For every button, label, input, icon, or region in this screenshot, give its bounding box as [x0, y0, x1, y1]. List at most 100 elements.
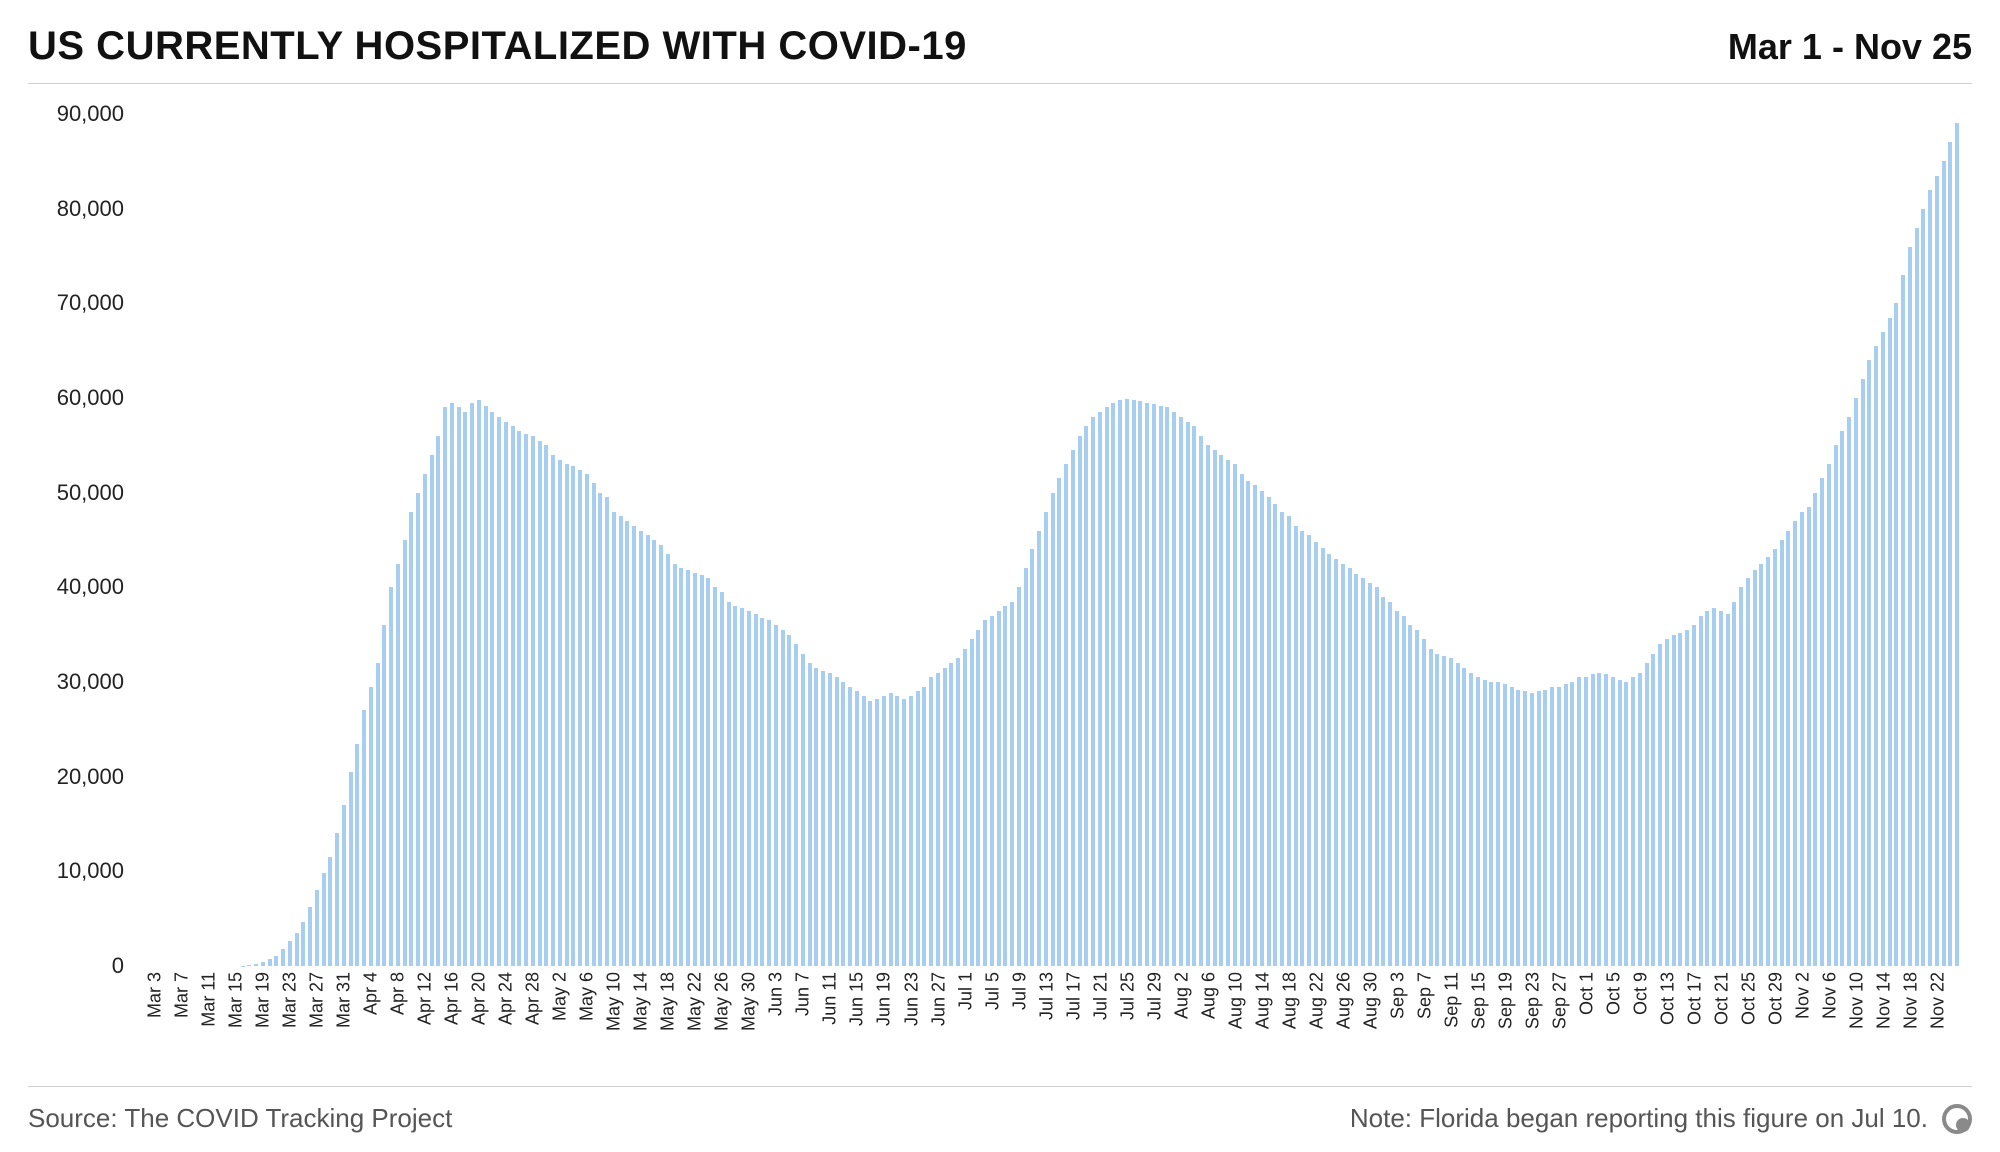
- bar-slot: [1718, 114, 1725, 966]
- bar: [956, 658, 960, 966]
- bar: [1260, 491, 1264, 966]
- bar: [1699, 616, 1703, 966]
- bar: [1300, 531, 1304, 966]
- bar-slot: [1920, 114, 1927, 966]
- bar-slot: [1900, 114, 1907, 966]
- y-tick-label: 0: [28, 953, 124, 979]
- bar: [1510, 687, 1514, 966]
- y-tick-label: 60,000: [28, 385, 124, 411]
- bar-slot: [1110, 114, 1117, 966]
- x-tick-label: Jul 25: [1117, 972, 1138, 1020]
- x-tick-label: May 14: [631, 972, 652, 1031]
- bar: [504, 422, 508, 966]
- bar-slot: [1765, 114, 1772, 966]
- bar-slot: [1913, 114, 1920, 966]
- bar-slot: [1778, 114, 1785, 966]
- bar-slot: [1313, 114, 1320, 966]
- bar: [322, 873, 326, 966]
- bar-slot: [1947, 114, 1954, 966]
- bar: [713, 587, 717, 966]
- bar-slot: [1731, 114, 1738, 966]
- bar-slot: [1745, 114, 1752, 966]
- bar: [1577, 677, 1581, 966]
- bar: [889, 693, 893, 966]
- bar-slot: [1711, 114, 1718, 966]
- bar: [362, 710, 366, 966]
- bar: [855, 691, 859, 966]
- bar-slot: [1495, 114, 1502, 966]
- bar-slot: [685, 114, 692, 966]
- bar: [646, 535, 650, 966]
- bar: [389, 587, 393, 966]
- bar-slot: [293, 114, 300, 966]
- bar: [1624, 682, 1628, 966]
- bar: [693, 573, 697, 966]
- x-tick-label: Apr 28: [523, 972, 544, 1025]
- bar-slot: [1502, 114, 1509, 966]
- x-tick-label: Nov 6: [1820, 972, 1841, 1019]
- bar: [396, 564, 400, 966]
- bar: [477, 400, 481, 966]
- bar: [1678, 633, 1682, 966]
- x-axis: Mar 3Mar 7Mar 11Mar 15Mar 19Mar 23Mar 27…: [138, 966, 1962, 1086]
- bar: [1233, 464, 1237, 966]
- bar-slot: [604, 114, 611, 966]
- x-tick-label: Jun 19: [874, 972, 895, 1026]
- bar: [416, 493, 420, 966]
- bar-slot: [246, 114, 253, 966]
- bar-slot: [793, 114, 800, 966]
- bar: [774, 625, 778, 966]
- bar-slot: [698, 114, 705, 966]
- bar: [666, 554, 670, 966]
- bar-slot: [1461, 114, 1468, 966]
- bar-slot: [1650, 114, 1657, 966]
- bar: [1827, 464, 1831, 966]
- x-tick-label: Aug 14: [1252, 972, 1273, 1029]
- bar: [1206, 445, 1210, 966]
- x-tick-label: Aug 6: [1198, 972, 1219, 1019]
- bar-slot: [651, 114, 658, 966]
- bar-slot: [1218, 114, 1225, 966]
- bar-slot: [516, 114, 523, 966]
- bar-slot: [536, 114, 543, 966]
- bar: [1375, 587, 1379, 966]
- bar-slot: [1279, 114, 1286, 966]
- bar: [1132, 400, 1136, 966]
- x-tick-label: Oct 21: [1712, 972, 1733, 1025]
- bar-slot: [496, 114, 503, 966]
- bar: [598, 493, 602, 966]
- x-tick-label: Mar 7: [171, 972, 192, 1018]
- bar: [1672, 635, 1676, 966]
- bar: [936, 673, 940, 966]
- bar-slot: [1589, 114, 1596, 966]
- bar: [1334, 559, 1338, 966]
- bar-slot: [1724, 114, 1731, 966]
- bar: [517, 431, 521, 966]
- bar-slot: [665, 114, 672, 966]
- x-tick-label: Jul 17: [1063, 972, 1084, 1020]
- source-text: Source: The COVID Tracking Project: [28, 1103, 452, 1134]
- bar-slot: [1738, 114, 1745, 966]
- bar: [1071, 450, 1075, 966]
- bar: [848, 687, 852, 966]
- x-tick-label: Jul 9: [1009, 972, 1030, 1010]
- y-tick-label: 40,000: [28, 574, 124, 600]
- bar: [1240, 474, 1244, 966]
- bar-slot: [955, 114, 962, 966]
- bar-slot: [442, 114, 449, 966]
- bar-slot: [1475, 114, 1482, 966]
- bar: [1685, 630, 1689, 966]
- bar: [524, 434, 528, 966]
- bar: [288, 941, 292, 966]
- bar-slot: [678, 114, 685, 966]
- bar-slot: [719, 114, 726, 966]
- bar: [1780, 540, 1784, 966]
- bar-slot: [381, 114, 388, 966]
- bar-slot: [1819, 114, 1826, 966]
- x-tick-label: Oct 9: [1631, 972, 1652, 1015]
- bar: [679, 568, 683, 966]
- bar-slot: [1832, 114, 1839, 966]
- bar: [1172, 412, 1176, 966]
- bar: [335, 833, 339, 966]
- x-tick-label: Aug 10: [1225, 972, 1246, 1029]
